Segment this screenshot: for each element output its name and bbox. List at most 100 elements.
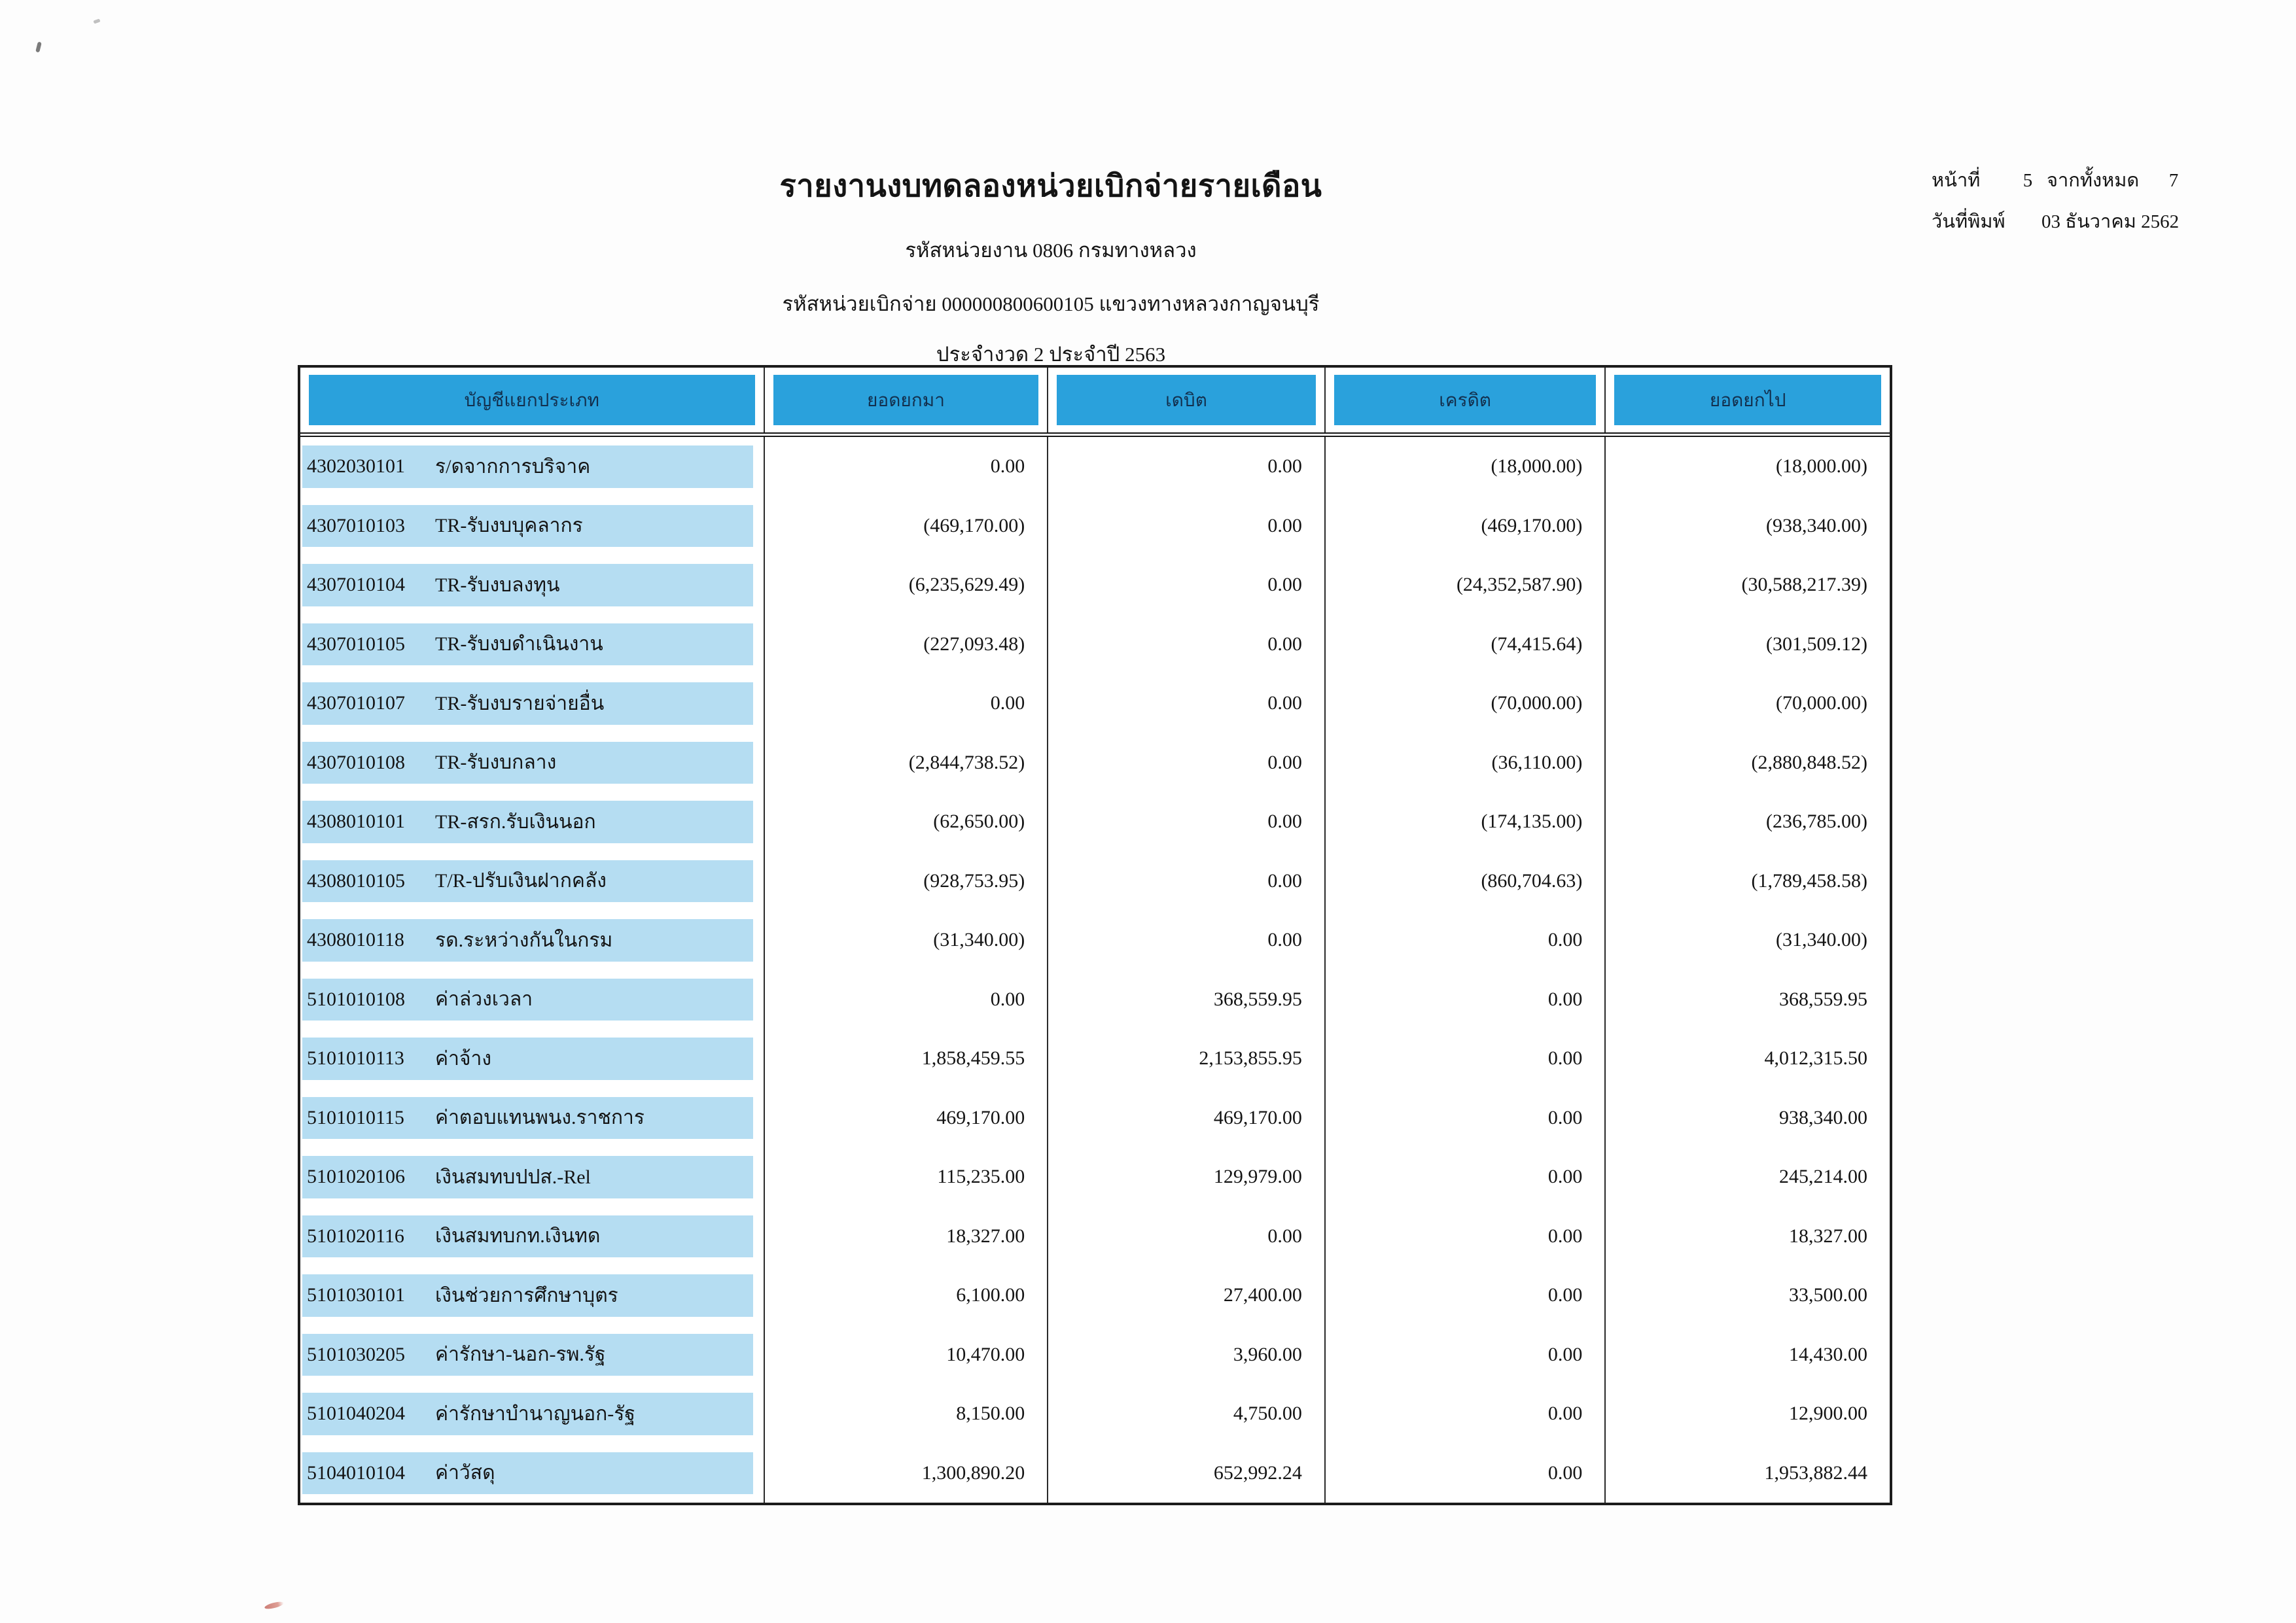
account-name: เงินสมทบกท.เงินทด bbox=[435, 1225, 601, 1248]
cell-carried-forward: (938,340.00) bbox=[1766, 514, 1867, 536]
account-code: 4308010118 bbox=[307, 929, 404, 951]
cell-credit: (174,135.00) bbox=[1326, 792, 1606, 852]
account-highlight-band bbox=[302, 1274, 753, 1317]
column-header-carried-forward-label: ยอดยกไป bbox=[1614, 375, 1881, 425]
account-code: 5101040204 bbox=[307, 1403, 405, 1425]
column-header-carried-forward: ยอดยกไป bbox=[1606, 368, 1890, 432]
account-cell: 4308010118 รด.ระหว่างกันในกรม bbox=[300, 911, 765, 970]
account-cell: 5101010113 ค่าจ้าง bbox=[300, 1029, 765, 1089]
table-header-row: บัญชีแยกประเภท ยอดยกมา เดบิต เครดิต ยอดย… bbox=[300, 368, 1890, 437]
table-row: 4308010105 T/R-ปรับเงินฝากคลัง (928,753.… bbox=[300, 851, 1890, 911]
trial-balance-table: บัญชีแยกประเภท ยอดยกมา เดบิต เครดิต ยอดย… bbox=[298, 365, 1892, 1505]
account-name: ค่าวัสดุ bbox=[435, 1462, 495, 1484]
table-body: 4302030101 ร/ดจากการบริจาค 0.00 0.00 (18… bbox=[300, 437, 1890, 1503]
account-code: 4302030101 bbox=[307, 455, 405, 478]
account-name: ร/ดจากการบริจาค bbox=[435, 455, 591, 478]
cell-debit: 0.00 bbox=[1048, 614, 1326, 674]
column-header-debit-label: เดบิต bbox=[1057, 375, 1316, 425]
account-highlight-band bbox=[302, 978, 753, 1021]
cell-carried-forward: 12,900.00 bbox=[1789, 1403, 1867, 1425]
cell-credit: 0.00 bbox=[1326, 1443, 1606, 1503]
cell-carried-forward: 368,559.95 bbox=[1779, 988, 1867, 1010]
account-cell: 4307010104 TR-รับงบลงทุน bbox=[300, 555, 765, 615]
page-meta: หน้าที่ 5 จากทั้งหมด 7 วันที่พิมพ์ 03 ธั… bbox=[1932, 165, 2219, 236]
table-row: 4307010104 TR-รับงบลงทุน (6,235,629.49) … bbox=[300, 555, 1890, 615]
cell-debit: 2,153,855.95 bbox=[1048, 1029, 1326, 1089]
account-name: TR-รับงบกลาง bbox=[435, 752, 557, 774]
cell-brought-forward: 10,470.00 bbox=[765, 1325, 1049, 1384]
cell-credit: (24,352,587.90) bbox=[1326, 555, 1606, 615]
account-cell: 5101040204 ค่ารักษาบำนาญนอก-รัฐ bbox=[300, 1384, 765, 1444]
account-name: TR-รับงบบุคลากร bbox=[435, 515, 583, 537]
cell-carried-forward: (301,509.12) bbox=[1766, 633, 1867, 655]
account-highlight-band bbox=[302, 1156, 753, 1198]
cell-brought-forward: 0.00 bbox=[765, 674, 1049, 733]
account-highlight-band bbox=[302, 801, 753, 843]
cell-debit: 0.00 bbox=[1048, 733, 1326, 792]
table-row: 5101030205 ค่ารักษา-นอก-รพ.รัฐ 10,470.00… bbox=[300, 1325, 1890, 1384]
account-highlight-band bbox=[302, 504, 753, 547]
cell-brought-forward: 115,235.00 bbox=[765, 1147, 1049, 1207]
cell-carried-forward: (31,340.00) bbox=[1776, 929, 1867, 951]
cell-credit: 0.00 bbox=[1326, 1147, 1606, 1207]
column-header-account: บัญชีแยกประเภท bbox=[300, 368, 765, 432]
table-row: 4307010103 TR-รับงบบุคลากร (469,170.00) … bbox=[300, 496, 1890, 555]
account-highlight-band bbox=[302, 1215, 753, 1257]
account-code: 4307010105 bbox=[307, 633, 405, 655]
cell-carried-forward: (30,588,217.39) bbox=[1741, 574, 1867, 596]
account-code: 4308010105 bbox=[307, 869, 405, 892]
cell-debit: 652,992.24 bbox=[1048, 1443, 1326, 1503]
account-code: 4307010104 bbox=[307, 574, 405, 596]
account-name: TR-รับงบรายจ่ายอื่น bbox=[435, 692, 605, 714]
cell-debit: 27,400.00 bbox=[1048, 1266, 1326, 1325]
account-cell: 4307010105 TR-รับงบดำเนินงาน bbox=[300, 614, 765, 674]
cell-carried-forward: 18,327.00 bbox=[1789, 1225, 1867, 1247]
account-name: เงินสมทบปปส.-Rel bbox=[435, 1166, 591, 1188]
cell-debit: 4,750.00 bbox=[1048, 1384, 1326, 1444]
account-cell: 5104010104 ค่าวัสดุ bbox=[300, 1443, 765, 1503]
cell-brought-forward: (227,093.48) bbox=[765, 614, 1049, 674]
account-name: ค่ารักษาบำนาญนอก-รัฐ bbox=[435, 1403, 635, 1425]
cell-carried-forward: 938,340.00 bbox=[1779, 1106, 1867, 1128]
cell-debit: 0.00 bbox=[1048, 851, 1326, 911]
cell-credit: (36,110.00) bbox=[1326, 733, 1606, 792]
cell-credit: 0.00 bbox=[1326, 1266, 1606, 1325]
cell-debit: 469,170.00 bbox=[1048, 1088, 1326, 1147]
cell-credit: (860,704.63) bbox=[1326, 851, 1606, 911]
account-code: 4307010107 bbox=[307, 692, 405, 714]
table-row: 4302030101 ร/ดจากการบริจาค 0.00 0.00 (18… bbox=[300, 437, 1890, 497]
payment-unit-line: รหัสหน่วยเบิกจ่าย 000000800600105 แขวงทา… bbox=[782, 292, 1320, 315]
account-cell: 4307010108 TR-รับงบกลาง bbox=[300, 733, 765, 792]
cell-credit: (74,415.64) bbox=[1326, 614, 1606, 674]
cell-debit: 0.00 bbox=[1048, 792, 1326, 852]
table-row: 5101030101 เงินช่วยการศึกษาบุตร 6,100.00… bbox=[300, 1266, 1890, 1325]
account-highlight-band bbox=[302, 1333, 753, 1376]
cell-brought-forward: 8,150.00 bbox=[765, 1384, 1049, 1444]
cell-brought-forward: (62,650.00) bbox=[765, 792, 1049, 852]
account-code: 5104010104 bbox=[307, 1461, 405, 1484]
cell-carried-forward: 4,012,315.50 bbox=[1764, 1047, 1868, 1070]
cell-brought-forward: (928,753.95) bbox=[765, 851, 1049, 911]
account-code: 5101010113 bbox=[307, 1047, 404, 1070]
cell-carried-forward: 33,500.00 bbox=[1789, 1284, 1867, 1306]
cell-credit: 0.00 bbox=[1326, 1384, 1606, 1444]
account-cell: 5101030205 ค่ารักษา-นอก-รพ.รัฐ bbox=[300, 1325, 765, 1384]
account-code: 4308010101 bbox=[307, 811, 405, 833]
account-highlight-band bbox=[302, 564, 753, 606]
scan-speck bbox=[93, 18, 101, 24]
account-cell: 5101030101 เงินช่วยการศึกษาบุตร bbox=[300, 1266, 765, 1325]
cell-brought-forward: (6,235,629.49) bbox=[765, 555, 1049, 615]
cell-debit: 0.00 bbox=[1048, 437, 1326, 497]
account-code: 5101020106 bbox=[307, 1166, 405, 1188]
table-row: 5101010115 ค่าตอบแทนพนง.ราชการ 469,170.0… bbox=[300, 1088, 1890, 1147]
column-header-brought-forward: ยอดยกมา bbox=[765, 368, 1049, 432]
account-cell: 5101020106 เงินสมทบปปส.-Rel bbox=[300, 1147, 765, 1207]
table-row: 4307010108 TR-รับงบกลาง (2,844,738.52) 0… bbox=[300, 733, 1890, 792]
account-name: T/R-ปรับเงินฝากคลัง bbox=[435, 870, 607, 892]
cell-brought-forward: 18,327.00 bbox=[765, 1206, 1049, 1266]
ink-smudge bbox=[264, 1600, 285, 1611]
table-row: 5104010104 ค่าวัสดุ 1,300,890.20 652,992… bbox=[300, 1443, 1890, 1503]
column-header-debit: เดบิต bbox=[1048, 368, 1326, 432]
account-cell: 4302030101 ร/ดจากการบริจาค bbox=[300, 437, 765, 497]
